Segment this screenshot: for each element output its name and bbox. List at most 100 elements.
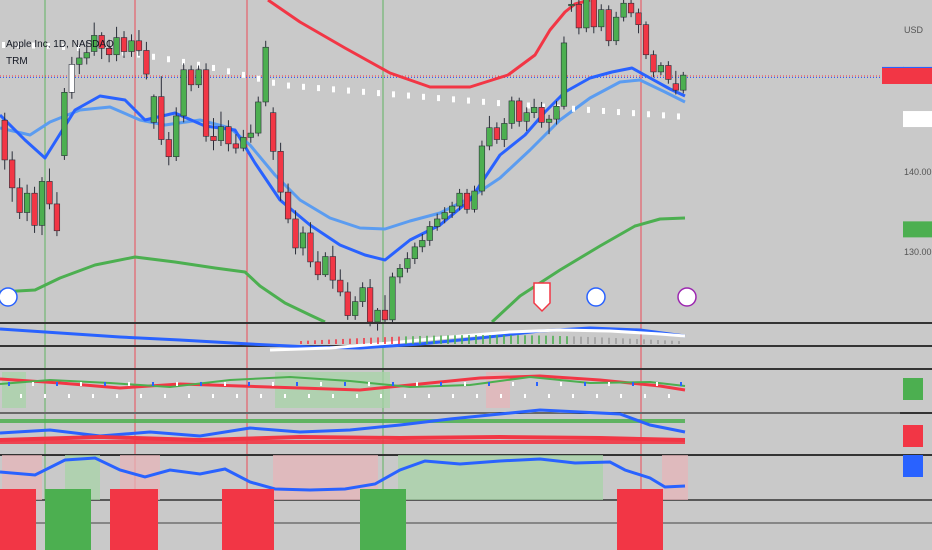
long-ma-dot [452,96,455,103]
currency-label: USD [904,25,924,35]
earnings-marker-icon[interactable] [533,282,551,313]
histogram-bar [447,335,449,344]
candle [396,268,404,278]
candle [53,203,61,232]
candle [217,126,225,141]
candle [225,126,232,145]
split-marker-icon[interactable] [677,287,697,307]
momentum-dot [140,394,142,398]
candle [307,232,314,263]
momentum-dot [68,394,70,398]
long-ma-dot [572,105,575,112]
momentum-dot [332,394,334,398]
momentum-dot [512,382,514,386]
long-ma-dot [197,61,200,68]
candle [113,37,120,56]
dividend-marker-icon[interactable] [0,287,18,307]
candle [516,100,523,122]
histogram-bar [615,338,617,344]
histogram-bar [531,335,533,344]
long-ma-dot [647,111,650,118]
momentum-dot [572,394,574,398]
momentum-dot [308,394,310,398]
indicator-label: TRM [6,56,28,67]
momentum-dot [188,394,190,398]
dividend-marker-icon[interactable] [586,287,606,307]
long-ma-dot [422,93,425,100]
long-ma-dot [272,79,275,86]
histogram-bar [657,340,659,344]
candle [538,107,545,123]
date-tag-box[interactable] [110,489,158,550]
momentum-dot [464,382,466,386]
candle [128,40,135,52]
candle [568,3,575,7]
momentum-dot [152,382,154,386]
histogram-bar [363,337,365,344]
candle [463,192,471,210]
candle [277,151,284,193]
momentum-dot [236,394,238,398]
date-tag-box[interactable] [45,489,91,550]
candle [456,192,463,207]
candle [441,212,448,220]
long-ma-dot [242,71,245,78]
candle [322,256,329,276]
momentum-dot [596,394,598,398]
momentum-dot [488,382,490,386]
candle [38,181,46,226]
date-tag-box[interactable] [617,489,663,550]
momentum-dot [104,382,106,386]
momentum-dot [212,394,214,398]
slow-ma-line [0,78,686,231]
long-ma-dot [602,107,605,114]
stoch-rsi-baseline [0,434,686,443]
date-tag-box[interactable] [222,489,274,550]
candle [150,96,157,123]
candle [359,287,366,302]
momentum-dot [128,382,130,386]
candle [613,16,620,42]
candle [188,69,195,86]
candle [61,92,68,156]
momentum-dot [560,382,562,386]
momentum-dot [92,394,94,398]
histogram-bar [559,336,561,344]
date-tag-box[interactable] [360,489,406,550]
histogram-bar [587,336,589,344]
histogram-bar [321,339,323,344]
price-value-box [903,221,932,238]
candle [508,100,515,124]
candle [173,115,180,158]
candle [23,192,31,213]
date-tag-box[interactable] [0,489,36,550]
long-ma-dot [542,103,545,110]
pane-signal-line [269,328,686,352]
histogram-bar [580,336,582,344]
long-ma-dot [212,64,215,71]
histogram-bar [636,338,638,344]
candle [672,83,679,91]
momentum-dot [320,382,322,386]
pane-value-box [903,378,923,400]
histogram-bar [454,335,456,344]
histogram-bar [650,339,652,344]
long-ma-dot [377,90,380,97]
candle [583,0,590,29]
candle [210,136,217,141]
histogram-bar [517,335,519,344]
momentum-dot [368,382,370,386]
pane-shade [662,455,688,500]
momentum-dot [176,382,178,386]
momentum-dot [656,382,658,386]
histogram-bar [552,335,554,344]
candle [255,101,262,134]
momentum-dot [416,382,418,386]
histogram-bar [419,335,421,344]
histogram-bar [608,337,610,344]
momentum-dot [428,394,430,398]
candle [657,65,665,73]
momentum-dot [476,394,478,398]
